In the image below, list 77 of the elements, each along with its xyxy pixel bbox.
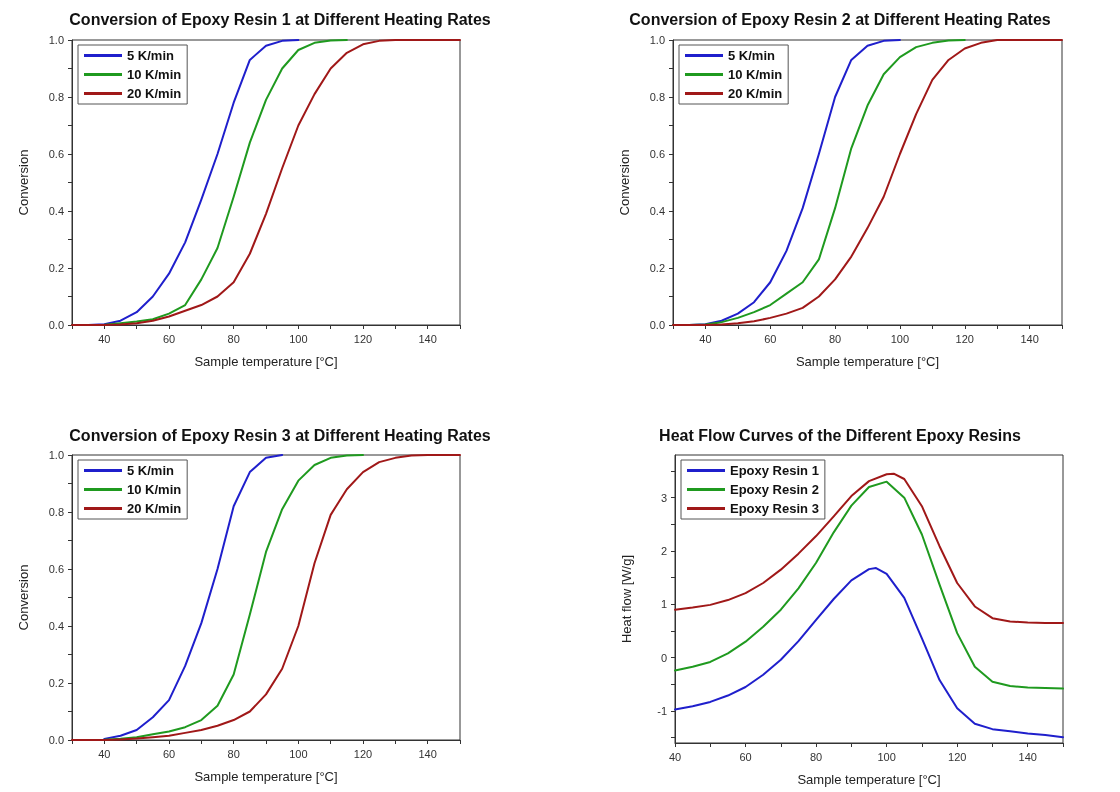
y-axis-title: Conversion <box>617 149 632 216</box>
x-tick-label: 120 <box>353 747 373 760</box>
x-tick-label: 100 <box>289 332 308 345</box>
x-tick-label: 60 <box>162 747 176 760</box>
y-tick-label: 0.6 <box>649 148 665 160</box>
y-tick-label: 0.0 <box>48 734 64 746</box>
legend-label: 20 K/min <box>127 501 182 516</box>
legend-label: 10 K/min <box>127 482 182 497</box>
x-tick-label: 40 <box>98 747 111 760</box>
x-tick-label: 140 <box>1020 332 1039 345</box>
line-series <box>672 39 1063 326</box>
legend-label: 10 K/min <box>728 67 783 82</box>
x-tick-label: 120 <box>955 332 974 345</box>
x-tick-label: 100 <box>289 747 308 760</box>
x-tick-label: 40 <box>699 332 712 345</box>
legend-label: 5 K/min <box>127 48 175 63</box>
y-tick-label: 0.8 <box>48 506 64 518</box>
line-series <box>674 567 1064 739</box>
y-tick-label: 0.4 <box>48 620 64 632</box>
y-axis-title: Conversion <box>16 564 31 631</box>
line-series <box>674 480 1064 690</box>
x-tick-label: 140 <box>1018 750 1037 763</box>
x-tick-label: 120 <box>948 750 967 763</box>
x-tick-label: 120 <box>353 332 373 345</box>
y-tick-label: 0.2 <box>649 262 665 274</box>
y-tick-label: 0.2 <box>48 262 64 274</box>
x-tick-label: 80 <box>809 750 823 763</box>
y-tick-label: 3 <box>660 491 667 504</box>
line-series <box>71 454 461 741</box>
chart-title: Conversion of Epoxy Resin 1 at Different Heating Rates <box>69 10 491 28</box>
x-tick-label: 80 <box>227 747 240 760</box>
x-tick-label: 140 <box>418 332 437 345</box>
legend-label: 10 K/min <box>127 67 182 82</box>
y-tick-label: 1.0 <box>48 34 64 46</box>
x-tick-label: 60 <box>162 332 176 345</box>
legend-label: Epoxy Resin 1 <box>730 463 819 478</box>
y-tick-label: 0 <box>660 651 667 664</box>
x-tick-label: 100 <box>877 750 896 763</box>
x-tick-label: 100 <box>890 332 910 345</box>
x-axis-title: Sample temperature [°C] <box>194 769 338 784</box>
x-axis-title: Sample temperature [°C] <box>795 354 940 369</box>
y-tick-label: 1 <box>660 598 667 611</box>
y-axis-title: Heat flow [W/g] <box>619 554 634 644</box>
line-series <box>103 454 284 740</box>
y-tick-label: 0.4 <box>48 205 64 217</box>
chart-title: Conversion of Epoxy Resin 3 at Different Heating Rates <box>69 426 491 444</box>
legend-label: Epoxy Resin 3 <box>730 501 819 516</box>
y-tick-label: 0.2 <box>48 677 64 689</box>
y-axis-title: Conversion <box>16 149 31 216</box>
x-axis-title: Sample temperature [°C] <box>194 354 338 369</box>
legend-label: 20 K/min <box>127 86 182 101</box>
y-tick-label: 0.0 <box>48 319 64 331</box>
legend-label: 5 K/min <box>728 48 776 63</box>
x-axis-title: Sample temperature [°C] <box>797 772 941 787</box>
x-tick-label: 40 <box>98 332 111 345</box>
y-tick-label: 0.6 <box>48 563 64 575</box>
x-tick-label: 80 <box>828 332 842 345</box>
x-tick-label: 60 <box>764 332 777 345</box>
x-tick-label: 60 <box>739 750 752 763</box>
legend-label: Epoxy Resin 2 <box>730 482 819 497</box>
x-tick-label: 80 <box>227 332 240 345</box>
y-tick-label: 0.8 <box>649 91 665 103</box>
legend-label: 5 K/min <box>127 463 175 478</box>
chart-title: Heat Flow Curves of the Different Epoxy Resins <box>659 426 1022 444</box>
y-tick-label: 0.0 <box>649 319 665 331</box>
y-tick-label: 0.4 <box>649 205 665 217</box>
y-tick-label: 1.0 <box>48 449 64 461</box>
line-series <box>71 39 461 326</box>
y-tick-label: -1 <box>657 705 667 717</box>
x-tick-label: 40 <box>668 750 682 763</box>
y-tick-label: 1.0 <box>649 34 665 46</box>
legend-label: 20 K/min <box>728 86 783 101</box>
y-tick-label: 0.8 <box>48 91 64 103</box>
x-tick-label: 140 <box>418 747 437 760</box>
chart-title: Conversion of Epoxy Resin 2 at Different Heating Rates <box>629 10 1051 28</box>
y-tick-label: 0.6 <box>48 148 64 160</box>
y-tick-label: 2 <box>660 545 667 557</box>
